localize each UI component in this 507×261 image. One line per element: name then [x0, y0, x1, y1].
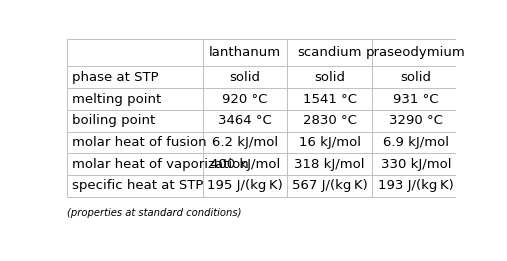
Text: 3464 °C: 3464 °C	[218, 114, 272, 127]
Text: 195 J/(kg K): 195 J/(kg K)	[207, 179, 283, 192]
Text: 6.2 kJ/mol: 6.2 kJ/mol	[212, 136, 278, 149]
Text: 931 °C: 931 °C	[393, 93, 439, 105]
Text: solid: solid	[401, 71, 431, 84]
Text: 193 J/(kg K): 193 J/(kg K)	[378, 179, 454, 192]
Text: lanthanum: lanthanum	[209, 46, 281, 60]
Text: 318 kJ/mol: 318 kJ/mol	[295, 158, 365, 171]
Text: solid: solid	[314, 71, 345, 84]
Text: molar heat of vaporization: molar heat of vaporization	[73, 158, 249, 171]
Text: specific heat at STP: specific heat at STP	[73, 179, 204, 192]
Text: melting point: melting point	[73, 93, 162, 105]
Text: 330 kJ/mol: 330 kJ/mol	[381, 158, 451, 171]
Text: phase at STP: phase at STP	[73, 71, 159, 84]
Text: 3290 °C: 3290 °C	[389, 114, 443, 127]
Text: scandium: scandium	[297, 46, 362, 60]
Text: 1541 °C: 1541 °C	[303, 93, 356, 105]
Text: boiling point: boiling point	[73, 114, 156, 127]
Text: 400 kJ/mol: 400 kJ/mol	[210, 158, 280, 171]
Text: (properties at standard conditions): (properties at standard conditions)	[67, 208, 242, 218]
Text: 920 °C: 920 °C	[223, 93, 268, 105]
Text: molar heat of fusion: molar heat of fusion	[73, 136, 207, 149]
Text: praseodymium: praseodymium	[366, 46, 466, 60]
Text: 16 kJ/mol: 16 kJ/mol	[299, 136, 360, 149]
Text: 6.9 kJ/mol: 6.9 kJ/mol	[383, 136, 449, 149]
Text: solid: solid	[230, 71, 261, 84]
Text: 567 J/(kg K): 567 J/(kg K)	[292, 179, 368, 192]
Text: 2830 °C: 2830 °C	[303, 114, 356, 127]
